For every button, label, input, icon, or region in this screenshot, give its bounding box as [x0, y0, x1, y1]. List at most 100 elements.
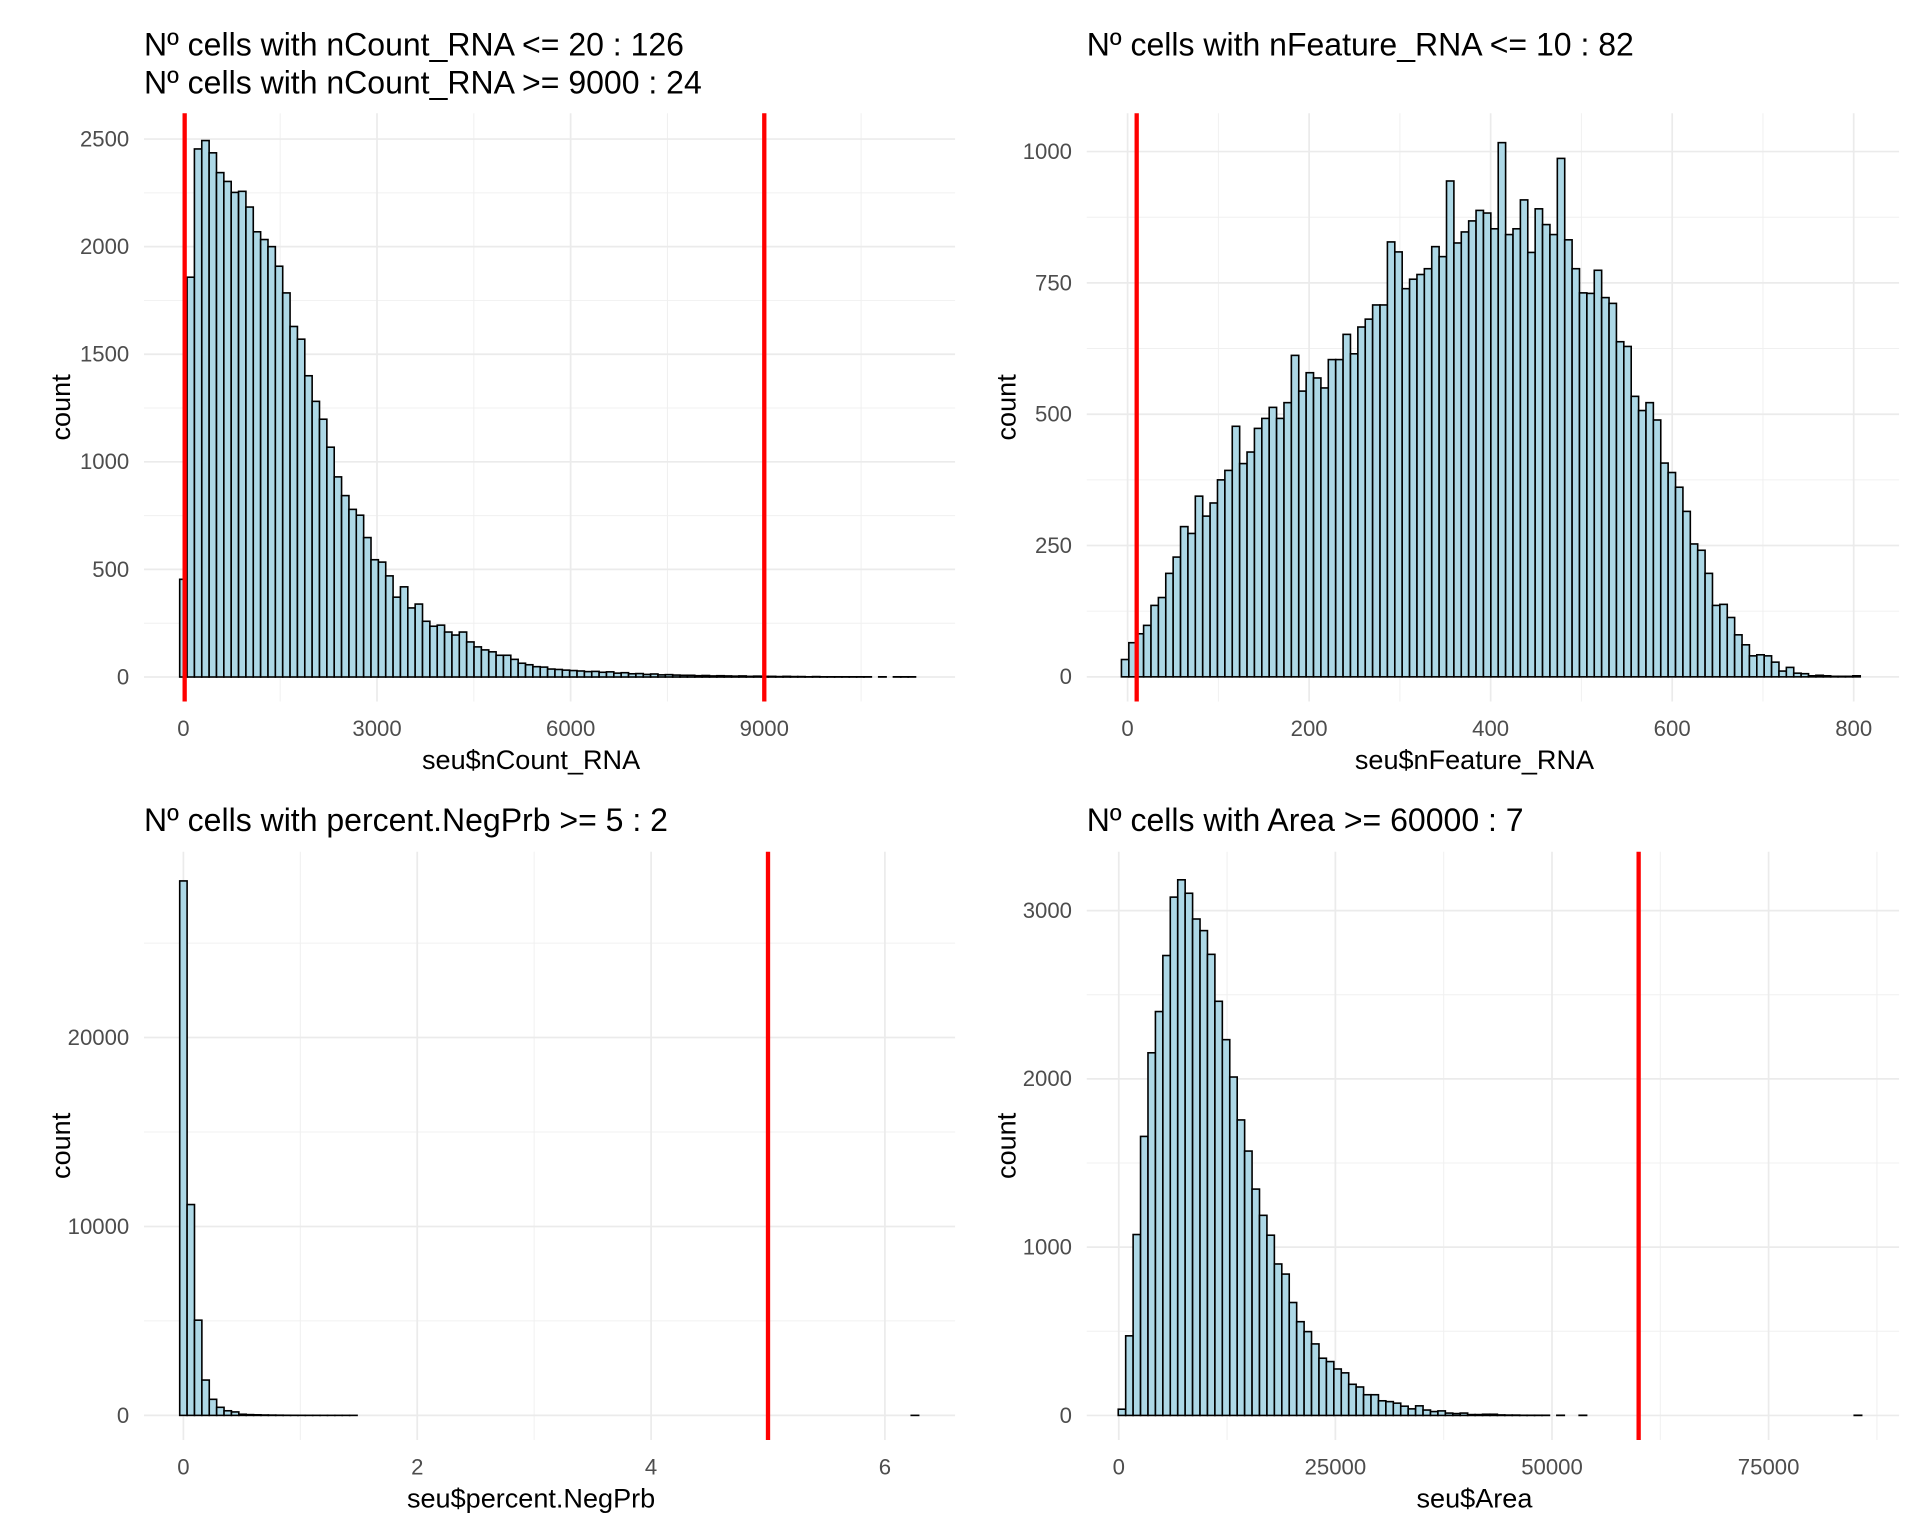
histogram-bar: [1704, 572, 1714, 678]
histogram-bar: [384, 575, 394, 678]
x-tick-label: 800: [1835, 716, 1872, 741]
x-tick-label: 0: [177, 716, 189, 741]
histogram-bar: [370, 558, 380, 678]
x-tick-label: 2: [411, 1454, 423, 1479]
histogram-bar: [1393, 251, 1403, 678]
histogram-bar: [1132, 1233, 1142, 1417]
histogram-bar: [421, 620, 431, 678]
histogram-bar: [546, 668, 556, 678]
histogram-bar: [1295, 1320, 1305, 1417]
histogram-bar: [1451, 1412, 1462, 1417]
histogram-bar: [1489, 1413, 1499, 1417]
histogram-bar: [671, 674, 681, 678]
histogram-bar: [355, 514, 365, 678]
y-tick-label: 250: [1035, 533, 1072, 558]
y-axis-label: count: [990, 374, 1021, 441]
histogram-bar: [1386, 241, 1396, 678]
histogram-bar: [1228, 1076, 1238, 1417]
histogram-bar: [1844, 675, 1854, 678]
histogram-bar: [1187, 532, 1197, 678]
histogram-bar: [186, 276, 196, 678]
x-tick-label: 600: [1654, 716, 1691, 741]
histogram-bar: [1792, 672, 1802, 678]
histogram-bar: [303, 374, 313, 678]
histogram-bar: [193, 148, 203, 678]
histogram-bar: [1231, 425, 1241, 678]
histogram-bar: [186, 1203, 196, 1417]
x-axis-label: seu$Area: [1417, 1483, 1534, 1514]
y-tick-label: 0: [117, 664, 129, 689]
histogram-bar: [1172, 556, 1182, 678]
x-tick-label: 25000: [1305, 1454, 1367, 1479]
histogram-bar: [1362, 1393, 1372, 1417]
histogram-bar: [1201, 515, 1211, 678]
histogram-bar: [1466, 1413, 1476, 1417]
histogram-bar: [1275, 417, 1285, 678]
histogram-bar: [348, 508, 358, 678]
histogram-bar: [200, 139, 210, 678]
y-tick-label: 0: [1060, 1403, 1072, 1428]
histogram-bar: [1179, 525, 1189, 678]
histogram-bar: [1334, 358, 1344, 678]
histogram-bar: [1807, 675, 1817, 678]
histogram-bar: [333, 476, 343, 678]
histogram-bar: [1430, 245, 1440, 678]
histogram-bar: [1408, 278, 1418, 678]
histogram-bar: [642, 673, 652, 678]
histogram-bar: [311, 400, 321, 678]
histogram-bar: [1608, 302, 1618, 678]
histogram-bar: [473, 646, 483, 678]
histogram-bar: [1281, 1273, 1291, 1417]
histogram-bar: [406, 607, 416, 678]
histogram-bar: [238, 1413, 248, 1417]
histogram-bar: [1342, 333, 1352, 678]
x-tick-label: 6: [879, 1454, 891, 1479]
histogram-bar: [201, 1379, 211, 1417]
histogram-bar: [1496, 1414, 1506, 1417]
histogram-bar: [1379, 304, 1389, 678]
histogram-bar: [1438, 255, 1448, 678]
histogram-bar: [1139, 1135, 1149, 1417]
histogram-bar: [1371, 304, 1381, 678]
histogram-bar: [1526, 251, 1536, 678]
histogram-bar: [429, 625, 439, 678]
histogram-bar: [267, 245, 277, 678]
x-tick-label: 400: [1472, 716, 1509, 741]
histogram-bar: [532, 665, 542, 678]
histogram-bar: [1453, 242, 1463, 678]
histogram-bar: [1474, 1413, 1484, 1417]
histogram-bar: [377, 561, 387, 678]
histogram-bar: [1150, 604, 1160, 678]
histogram-bar: [1460, 231, 1470, 678]
histogram-bar: [1645, 401, 1655, 678]
histogram-bar: [1482, 212, 1492, 678]
histogram-bar: [1258, 1214, 1268, 1417]
histogram-bar: [281, 292, 291, 678]
histogram-bar: [554, 668, 564, 678]
histogram-bar: [1221, 1038, 1231, 1417]
histogram-bar: [259, 238, 269, 678]
histogram-bar: [1214, 1000, 1224, 1417]
histogram-bar: [1696, 549, 1706, 678]
histogram-bar: [1147, 1051, 1157, 1417]
histogram-bar: [1377, 1399, 1387, 1417]
chart-title-line: Nº cells with nFeature_RNA <= 10 : 82: [1087, 26, 1634, 62]
histogram-bar: [1347, 1383, 1357, 1417]
histogram-bar: [1236, 1119, 1246, 1417]
x-tick-label: 4: [645, 1454, 657, 1479]
histogram-bar: [576, 670, 586, 678]
y-tick-label: 750: [1035, 270, 1072, 295]
histogram-bar: [1822, 675, 1832, 678]
x-axis-label: seu$nCount_RNA: [422, 744, 640, 775]
histogram-bar: [1519, 199, 1529, 678]
histogram-bar: [627, 672, 637, 678]
histogram-bar: [1556, 157, 1566, 678]
y-tick-label: 2500: [80, 126, 129, 151]
histogram-bar: [1490, 227, 1500, 678]
histogram-bar: [1124, 1335, 1134, 1417]
histogram-bar: [708, 675, 718, 678]
histogram-bar: [1763, 655, 1773, 678]
histogram-bar: [252, 1414, 262, 1417]
histogram-bar: [510, 658, 519, 678]
histogram-bar: [1246, 451, 1256, 678]
